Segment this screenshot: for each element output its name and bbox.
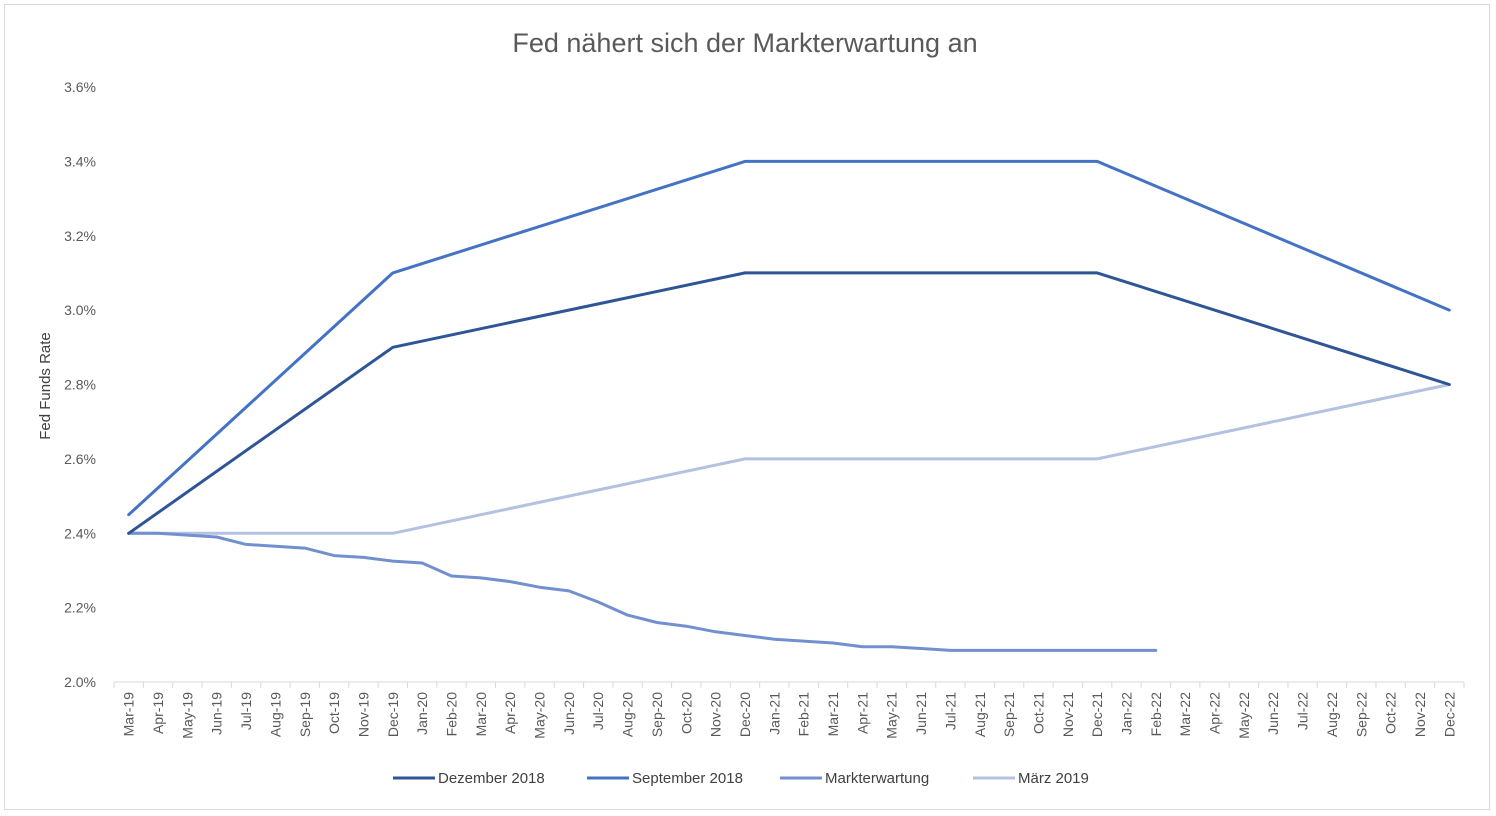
x-tick-label: Nov-21 [1060, 692, 1076, 737]
x-tick-label: Dec-19 [385, 692, 401, 737]
series-line-september-2018 [127, 159, 1451, 517]
series-line-m-rz-2019 [127, 383, 1451, 535]
series-layer [127, 159, 1451, 652]
y-axis-ticks: 2.0% 2.2% 2.4% 2.6% 2.8% 3.0% 3.2% 3.4% 3.6% [64, 79, 96, 690]
y-tick-label: 2.4% [64, 525, 96, 541]
y-tick-label: 3.4% [64, 153, 96, 169]
x-tick-label: Sep-22 [1353, 692, 1369, 737]
x-tick-label: Jun-20 [561, 692, 577, 735]
x-tick-label: Nov-19 [355, 692, 371, 737]
x-tick-label: Feb-20 [444, 692, 460, 737]
legend-label: Dezember 2018 [438, 770, 545, 787]
x-tick-label: Jan-21 [766, 692, 782, 735]
y-tick-label: 3.0% [64, 302, 96, 318]
x-tick-label: Feb-22 [1148, 692, 1164, 737]
x-tick-label: Feb-21 [796, 692, 812, 737]
x-tick-label: Oct-22 [1383, 692, 1399, 734]
x-tick-label: May-20 [532, 692, 548, 739]
x-tick-label: Oct-21 [1030, 692, 1046, 734]
y-tick-label: 2.2% [64, 600, 96, 616]
y-tick-label: 3.2% [64, 228, 96, 244]
x-tick-label: Oct-20 [678, 692, 694, 734]
y-tick-label: 2.6% [64, 451, 96, 467]
x-axis: Mar-19 Apr-19 May-19 Jun-19 Jul-19 Aug-19 Sep-… [113, 681, 1465, 739]
x-tick-label: Mar-20 [473, 692, 489, 737]
legend-label: März 2019 [1018, 770, 1089, 787]
series-line-dezember-2018 [127, 271, 1451, 535]
x-tick-label: Aug-20 [620, 692, 636, 737]
y-tick-label: 3.6% [64, 79, 96, 95]
x-tick-label: Apr-22 [1207, 692, 1223, 734]
x-tick-label: Dec-21 [1089, 692, 1105, 737]
y-axis-label: Fed Funds Rate [37, 332, 54, 440]
x-tick-label: May-22 [1236, 692, 1252, 739]
x-tick-label: Sep-19 [297, 692, 313, 737]
x-tick-label: Nov-22 [1412, 692, 1428, 737]
x-tick-label: Oct-19 [326, 692, 342, 734]
legend-label: September 2018 [632, 770, 743, 787]
x-tick-label: Jun-21 [913, 692, 929, 735]
x-tick-label: Jul-22 [1295, 692, 1311, 730]
x-tick-label: Jul-20 [590, 692, 606, 730]
x-tick-label: Dec-20 [737, 692, 753, 737]
x-tick-label: Dec-22 [1441, 692, 1457, 737]
chart-title: Fed nähert sich der Markterwartung an [512, 28, 977, 58]
x-tick-label: Jul-21 [942, 692, 958, 730]
y-tick-label: 2.0% [64, 674, 96, 690]
x-tick-label: May-21 [884, 692, 900, 739]
x-tick-label: Nov-20 [708, 692, 724, 737]
legend: Dezember 2018 September 2018 Markterwartun… [393, 770, 1089, 787]
x-tick-label: Aug-21 [972, 692, 988, 737]
x-tick-label: Sep-20 [649, 692, 665, 737]
x-tick-label: Jan-20 [414, 692, 430, 735]
x-tick-label: Mar-22 [1177, 692, 1193, 737]
x-tick-label: Apr-21 [854, 692, 870, 734]
x-tick-label: Sep-21 [1001, 692, 1017, 737]
x-tick-label: Mar-19 [121, 692, 137, 737]
x-tick-label: Jun-19 [209, 692, 225, 735]
x-tick-label: Jul-19 [238, 692, 254, 730]
y-tick-label: 2.8% [64, 377, 96, 393]
x-tick-label: Mar-21 [825, 692, 841, 737]
series-line-markterwartung [127, 531, 1158, 652]
x-tick-label: Aug-22 [1324, 692, 1340, 737]
x-tick-label: Jan-22 [1119, 692, 1135, 735]
x-tick-label: May-19 [179, 692, 195, 739]
chart-frame [4, 4, 1490, 810]
x-tick-label: Apr-19 [150, 692, 166, 734]
x-tick-label: Jun-22 [1265, 692, 1281, 735]
x-tick-label: Aug-19 [267, 692, 283, 737]
x-tick-label: Apr-20 [502, 692, 518, 734]
legend-label: Markterwartung [825, 770, 929, 787]
